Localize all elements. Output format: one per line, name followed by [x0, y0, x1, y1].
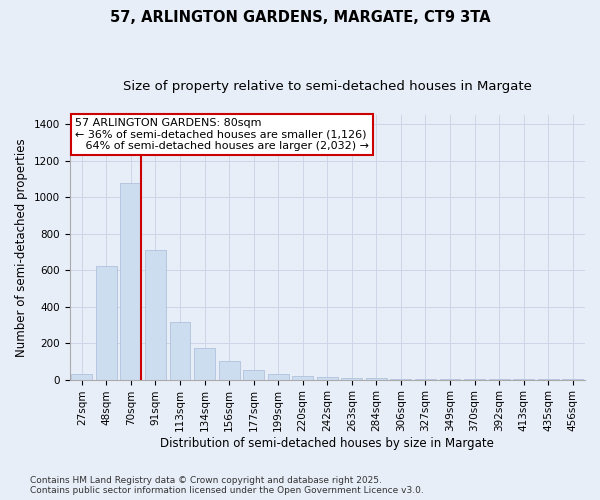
- X-axis label: Distribution of semi-detached houses by size in Margate: Distribution of semi-detached houses by …: [160, 437, 494, 450]
- Bar: [341, 378, 362, 380]
- Text: Contains HM Land Registry data © Crown copyright and database right 2025.
Contai: Contains HM Land Registry data © Crown c…: [30, 476, 424, 495]
- Bar: [440, 379, 460, 380]
- Bar: [121, 182, 142, 380]
- Bar: [71, 374, 92, 380]
- Bar: [317, 377, 338, 380]
- Title: Size of property relative to semi-detached houses in Margate: Size of property relative to semi-detach…: [123, 80, 532, 93]
- Bar: [366, 378, 387, 380]
- Bar: [96, 266, 117, 380]
- Bar: [243, 370, 264, 380]
- Bar: [145, 250, 166, 380]
- Bar: [268, 374, 289, 380]
- Text: 57 ARLINGTON GARDENS: 80sqm
← 36% of semi-detached houses are smaller (1,126)
  : 57 ARLINGTON GARDENS: 80sqm ← 36% of sem…: [74, 118, 368, 151]
- Bar: [415, 379, 436, 380]
- Y-axis label: Number of semi-detached properties: Number of semi-detached properties: [15, 138, 28, 356]
- Bar: [170, 322, 190, 380]
- Bar: [218, 362, 239, 380]
- Bar: [292, 376, 313, 380]
- Bar: [391, 378, 412, 380]
- Text: 57, ARLINGTON GARDENS, MARGATE, CT9 3TA: 57, ARLINGTON GARDENS, MARGATE, CT9 3TA: [110, 10, 490, 25]
- Bar: [194, 348, 215, 380]
